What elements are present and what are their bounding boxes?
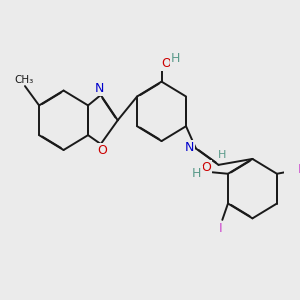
Text: O: O <box>161 57 171 70</box>
Text: H: H <box>171 52 180 65</box>
Text: N: N <box>185 140 194 154</box>
Text: N: N <box>95 82 104 95</box>
Text: I: I <box>298 163 300 176</box>
Text: CH₃: CH₃ <box>14 75 33 85</box>
Text: O: O <box>97 144 107 157</box>
Text: H: H <box>192 167 202 180</box>
Text: I: I <box>219 222 223 235</box>
Text: H: H <box>218 150 226 160</box>
Text: O: O <box>201 161 211 174</box>
